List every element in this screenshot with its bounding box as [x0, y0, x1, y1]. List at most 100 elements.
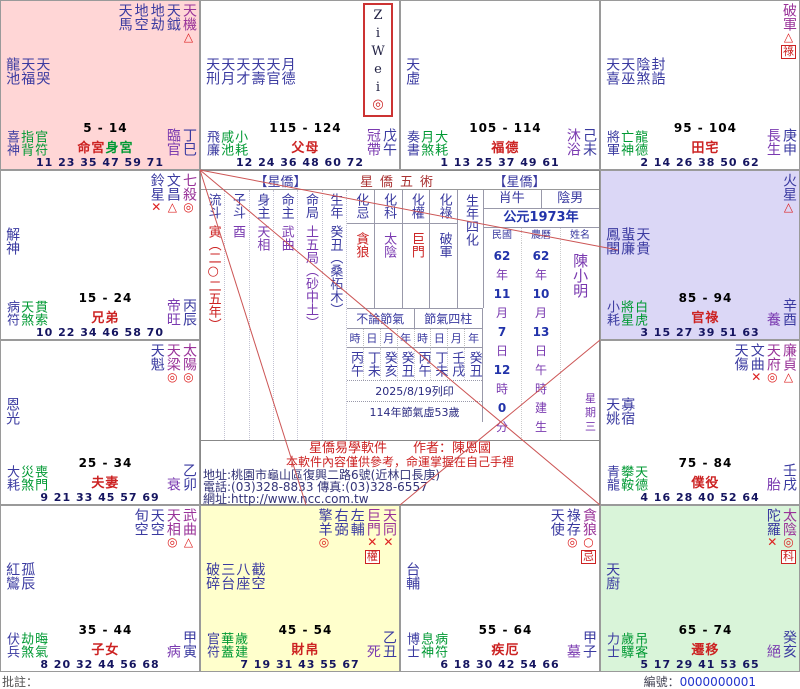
brand-left: 【星僑】	[254, 174, 307, 190]
lunar-header: 農曆	[522, 228, 561, 243]
petty-stars: 小耗 將星 白虎	[604, 300, 647, 326]
basic-label: 命主	[278, 193, 294, 219]
star-name: 天馬	[116, 3, 133, 31]
pillar-value: 丙午	[347, 351, 363, 377]
age-sequence: 7 19 31 43 55 67	[240, 658, 360, 671]
minor-star: 擎羊 ◎	[316, 508, 333, 549]
star-name: 擎羊	[316, 508, 333, 536]
software-info-box: 星僑易學軟件 作者：陳恩國 本軟件內容僅供參考，命運掌握在自己手裡 地址:桃園市…	[201, 440, 599, 505]
stem-branch: 乙卯	[181, 463, 197, 491]
petty-stars: 將軍 亡神 龍德	[604, 130, 648, 156]
life-stage: 長生	[764, 128, 781, 156]
minor-stars: 龍池 天福 天哭	[4, 57, 51, 85]
petty-star: 災煞	[18, 465, 34, 491]
palace-cell-wei[interactable]: 天虛 奏書 月煞 大耗 105 - 114 福德 沐浴 己未 1 13 25 37 49 61	[400, 0, 600, 170]
palace-cell-zi[interactable]: 天使 祿存 ◎ 貪狼 ○ 忌台輔 博士 息神 病符 55 - 64 疾厄 墓甲子 6 18 30 42 …	[400, 505, 600, 672]
pillar-group-row: 不論節氣 節氣四柱	[347, 309, 482, 329]
age-sequence: 6 18 30 42 54 66	[440, 658, 560, 671]
palace-cell-mao[interactable]: 天魁 天梁 ◎ 太陽 ◎ 恩光 大耗 災煞 喪門 25 - 34 夫妻 衰乙卯 9 21 33 45 5…	[0, 340, 200, 505]
minor-star: 旬空	[133, 508, 149, 536]
palace-cell-shen[interactable]: 破軍 △ 祿天喜 天巫 陰煞 封誥 將軍 亡神 龍德 95 - 104 田宅 長生 庚申 2 14 26 …	[600, 0, 800, 170]
pillar-cell: 癸亥	[381, 348, 398, 380]
name-header: 姓名	[570, 230, 590, 241]
life-stage: 墓	[564, 644, 581, 658]
major-star: 天同 ✕	[381, 508, 397, 549]
decade-range: 15 - 24	[78, 291, 133, 305]
brightness-mark: ◎	[767, 370, 778, 384]
serial-number: 0000000001	[679, 675, 756, 689]
main-stars: 天魁 天梁 ◎ 太陽 ◎	[148, 343, 197, 384]
basic-column: 子斗酉	[225, 190, 250, 440]
minguo-header: 民國	[483, 228, 522, 243]
basic-value: 土五局（砂中土）	[302, 225, 318, 329]
brightness-mark: ◎	[167, 370, 178, 384]
life-stage: 帝旺	[164, 298, 181, 326]
star-name: 天同	[381, 508, 397, 536]
petty-star: 天德	[632, 465, 648, 491]
palace-name: 官祿	[691, 311, 720, 326]
pillar-value: 癸丑	[398, 351, 414, 377]
star-name: 天魁	[148, 343, 165, 371]
stem-branch: 己未	[581, 128, 597, 156]
star-name: 龍池	[4, 57, 21, 85]
pillar-subheader-row: 時日月年時日月年	[347, 329, 482, 348]
minor-stars: 天虛	[404, 57, 420, 85]
star-name: 天哭	[34, 57, 51, 85]
stem-branch: 乙丑	[381, 630, 397, 658]
star-name: 天姚	[604, 397, 621, 425]
petty-stars: 病符 天煞 貫索	[4, 300, 47, 326]
petty-star: 青龍	[604, 465, 620, 491]
palace-cell-xu[interactable]: 天傷 文曲 ✕ 天府 ◎ 廉貞 △ 天姚 寡宿 青龍 攀鞍 天德 75 - 84 僕役 胎壬戌 4 16 28…	[600, 340, 800, 505]
brightness-mark: ✕	[151, 200, 162, 214]
ziwei-letter: W	[371, 44, 385, 59]
palace-cell-yin[interactable]: 旬空 天空 天相 ◎ 武曲 △ 紅鸞 孤辰 伏兵 劫煞 晦氣 35 - 44 子女 病甲寅 8 20 32 …	[0, 505, 200, 672]
star-name: 右弼	[332, 508, 349, 536]
brightness-mark: ◎	[183, 370, 194, 384]
brightness-mark: ◎	[783, 535, 794, 549]
petty-star: 龍德	[632, 130, 648, 156]
star-name: 文昌	[164, 173, 181, 201]
star-name: 貪狼	[581, 508, 597, 536]
pillar-group-title: 不論節氣	[347, 309, 415, 329]
age-sequence: 3 15 27 39 51 63	[640, 326, 760, 339]
four-pillars-table: 不論節氣 節氣四柱 時日月年時日月年 丙午 丁未 癸亥 癸丑 丙午 丁未 壬戌 癸丑 2025…	[347, 308, 483, 422]
website-line: 網址:http://www.ncc.com.tw	[203, 492, 369, 506]
palace-bottom-band: 飛廉 咸池 小耗 115 - 124 父母 冠帶 戊午	[204, 121, 397, 156]
palace-cell-hai[interactable]: 陀羅 ✕ 太陰 ◎ 科天廚 力士 歲驛 吊客 65 - 74 遷移 絕癸亥 5 17 29 41 53…	[600, 505, 800, 672]
life-stage: 衰	[164, 477, 181, 491]
brightness-mark: △	[167, 200, 177, 214]
palace-cell-chen[interactable]: 鈴星 ✕ 文昌 △ 七殺 ◎ 解神 病符 天煞 貫索 15 - 24 兄弟 帝旺 丙辰 10 22 34 4…	[0, 170, 200, 340]
serial-label: 編號：	[643, 675, 680, 689]
sihua-label: 化祿	[436, 193, 452, 219]
basic-column: 身主 天相	[250, 190, 274, 440]
minor-star: 地劫	[149, 3, 165, 31]
petty-star: 小耗	[604, 300, 620, 326]
gregorian-year: 公元1973年	[483, 209, 599, 228]
palace-cell-si[interactable]: 天馬 地空 地劫 天鉞 天機 △ 龍池 天福 天哭 喜神 指背 官符 5 - 14 命宮身宮 臨官 丁巳 11 …	[0, 0, 200, 170]
brightness-mark: △	[783, 200, 794, 214]
palace-cell-you[interactable]: 火星 △ 鳳閣 蜚廉 天貴 小耗 將星 白虎 85 - 94 官祿 養辛酉 3 15 27 39 51…	[600, 170, 800, 340]
star-name: 孤辰	[19, 562, 36, 590]
star-name: 廉貞	[781, 343, 797, 371]
brightness-mark: ◎	[318, 535, 330, 549]
sihua-column: 化忌 貪狼	[347, 190, 374, 308]
basic-label: 生年	[327, 193, 343, 219]
sihua-star: 巨門	[408, 232, 424, 258]
major-star: 武曲 △	[181, 508, 197, 549]
hua-badge: 祿	[780, 45, 796, 59]
stem-branch: 甲寅	[181, 630, 197, 658]
minor-star: 天魁	[148, 343, 165, 371]
petty-star: 亡神	[618, 130, 634, 156]
star-name: 破碎	[204, 562, 221, 590]
decade-range: 5 - 14	[83, 121, 128, 135]
minor-stars: 破碎 三台 八座 截空	[204, 562, 265, 590]
pillar-cell: 丙午	[347, 348, 364, 380]
decade-range: 85 - 94	[678, 291, 733, 305]
pillar-cell: 丁未	[364, 348, 381, 380]
petty-star: 病符	[4, 300, 20, 326]
star-name: 寡宿	[619, 397, 636, 425]
palace-cell-chou[interactable]: 擎羊 ◎ 右弼 左輔 巨門 ✕ 權天同 ✕ 破碎 三台 八座 截空 官符 華蓋 歲建 45 - 54 財帛 死乙丑…	[200, 505, 400, 672]
petty-star: 晦氣	[32, 632, 48, 658]
pillar-subheader: 時	[414, 329, 432, 348]
